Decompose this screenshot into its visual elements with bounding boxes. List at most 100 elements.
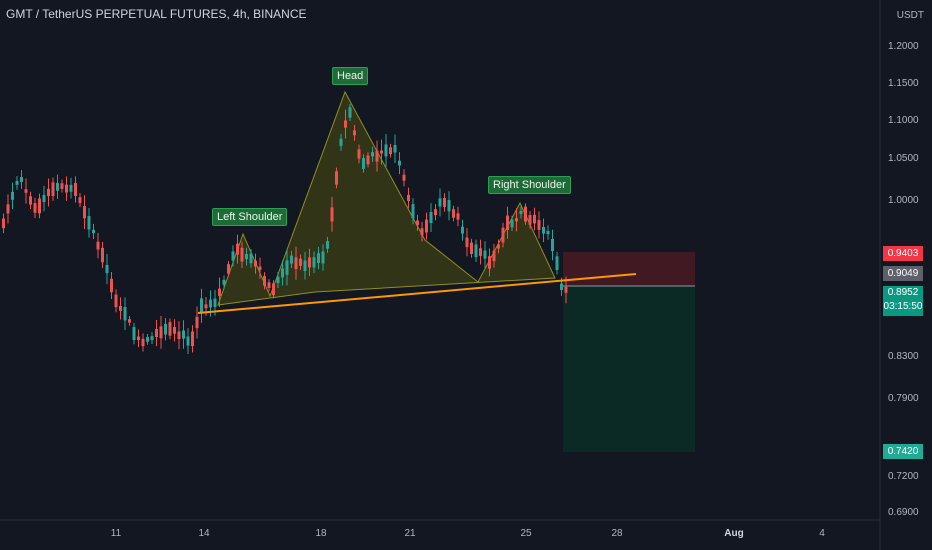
candle-body <box>497 244 500 249</box>
take-profit-zone[interactable] <box>563 286 695 452</box>
currency-label: USDT <box>896 10 924 21</box>
target-price-badge: 0.7420 <box>883 444 923 459</box>
candle-body <box>501 227 505 243</box>
candle-body <box>186 336 190 346</box>
candle-body <box>87 216 91 230</box>
candle-body <box>299 258 302 266</box>
candlestick-series <box>2 103 568 354</box>
candle-body <box>6 204 10 214</box>
candle-body <box>245 253 248 260</box>
price-tick: 1.0500 <box>888 153 919 164</box>
candle-body <box>15 180 19 185</box>
stop-loss-zone[interactable] <box>563 252 695 286</box>
candle-body <box>177 331 181 340</box>
price-tick: 1.1000 <box>888 115 919 126</box>
candle-body <box>60 183 64 189</box>
candle-body <box>357 149 361 159</box>
candle-body <box>150 336 154 341</box>
candle-body <box>555 256 559 270</box>
head-shoulders-pattern[interactable] <box>217 90 556 306</box>
date-tick: 4 <box>819 528 825 539</box>
candle-body <box>537 220 541 230</box>
candle-body <box>123 306 127 321</box>
candle-body <box>438 198 442 207</box>
candle-body <box>33 203 37 213</box>
head-label[interactable]: Head <box>332 67 369 85</box>
price-tick: 0.7900 <box>888 393 919 404</box>
candle-body <box>267 282 271 289</box>
candle-body <box>42 195 46 203</box>
candle-body <box>479 248 482 256</box>
candle-body <box>96 241 100 250</box>
candle-body <box>24 189 28 193</box>
right-shoulder-label[interactable]: Right Shoulder <box>488 176 571 194</box>
candle-body <box>227 264 230 274</box>
candle-body <box>303 260 307 271</box>
candle-body <box>429 211 433 224</box>
date-tick: 28 <box>611 528 623 539</box>
candle-body <box>29 196 32 205</box>
candle-body <box>393 145 397 153</box>
left-shoulder-label[interactable]: Left Shoulder <box>212 208 288 226</box>
candle-body <box>285 260 289 275</box>
price-tick: 0.8300 <box>888 351 919 362</box>
date-tick: 11 <box>110 528 122 539</box>
current-price-value: 0.8952 <box>887 287 919 298</box>
candle-body <box>506 215 509 230</box>
candle-body <box>411 204 415 219</box>
date-tick-month: Aug <box>724 528 744 539</box>
candle-body <box>195 316 199 329</box>
candle-body <box>47 188 50 197</box>
candle-body <box>119 306 122 311</box>
candle-body <box>380 150 383 154</box>
price-tick: 1.2000 <box>888 41 919 52</box>
price-tick: 0.7200 <box>888 471 919 482</box>
candle-body <box>461 226 464 234</box>
candle-body <box>74 182 77 196</box>
date-tick: 21 <box>404 528 416 539</box>
candle-body <box>294 257 298 270</box>
candle-body <box>483 250 487 259</box>
neckline[interactable] <box>197 273 637 314</box>
candle-body <box>168 322 172 336</box>
candle-body <box>254 260 257 267</box>
candle-body <box>209 299 212 308</box>
candle-body <box>335 171 338 185</box>
candle-body <box>407 194 410 202</box>
candle-body <box>231 251 235 261</box>
current-price-badge: 0.8952 03:15:50 <box>883 286 923 316</box>
candle-body <box>564 286 568 293</box>
candle-body <box>308 257 311 268</box>
candle-body <box>515 218 518 222</box>
candle-body <box>366 155 370 165</box>
price-tick: 1.0000 <box>888 195 919 206</box>
candle-body <box>146 337 149 342</box>
price-tick: 0.6900 <box>888 507 919 518</box>
candle-body <box>110 278 113 293</box>
candle-body <box>542 226 545 234</box>
candle-body <box>524 206 527 222</box>
candle-body <box>114 294 118 308</box>
candle-body <box>384 144 388 157</box>
candle-body <box>312 257 316 268</box>
candle-body <box>78 197 82 204</box>
candle-body <box>434 209 437 216</box>
candle-body <box>519 210 523 214</box>
candle-body <box>425 219 428 233</box>
candle-body <box>344 120 347 128</box>
candle-body <box>155 329 158 338</box>
entry-price-badge: 0.9049 <box>883 266 923 281</box>
candle-body <box>56 182 59 191</box>
candle-body <box>236 243 239 255</box>
candle-body <box>465 237 469 248</box>
candle-body <box>204 304 208 309</box>
candle-body <box>218 288 221 297</box>
candle-body <box>492 250 496 262</box>
candle-body <box>420 228 424 236</box>
candle-body <box>389 147 392 155</box>
candle-body <box>339 138 343 146</box>
candle-body <box>38 198 41 214</box>
candle-body <box>272 283 275 296</box>
